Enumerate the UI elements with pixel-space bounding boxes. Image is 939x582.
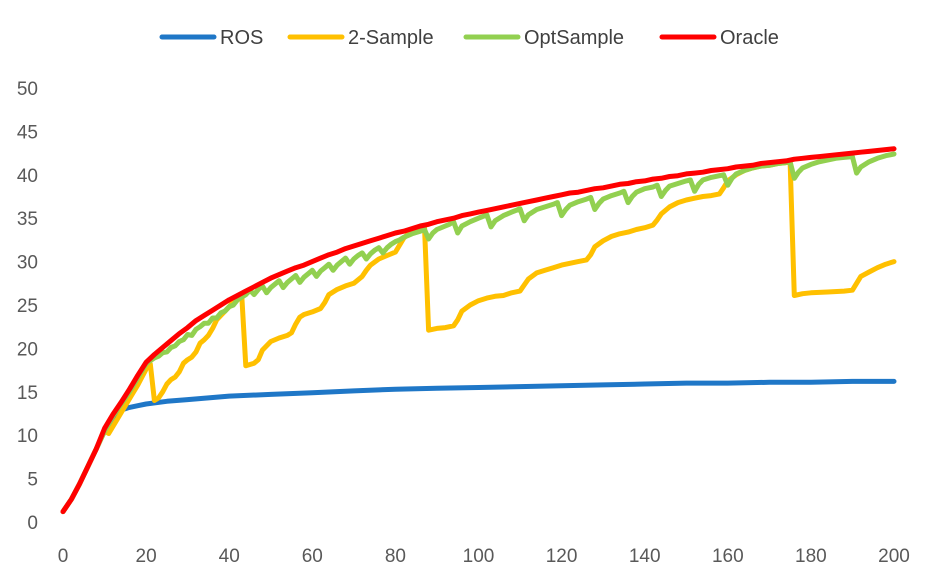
y-tick-label: 35 [17, 209, 38, 230]
x-tick-label: 140 [629, 546, 661, 567]
y-tick-label: 45 [17, 122, 38, 143]
y-tick-label: 50 [17, 79, 38, 100]
series-line-ros [60, 378, 897, 515]
series-line-oracle [60, 146, 897, 515]
series-lines [60, 146, 897, 515]
y-tick-label: 15 [17, 383, 38, 404]
y-axis-tick-labels: 0 5 10 15 20 25 30 35 40 45 50 [17, 79, 38, 534]
x-tick-label: 180 [795, 546, 827, 567]
chart-legend: ROS 2-Sample OptSample Oracle [159, 27, 779, 49]
y-tick-label: 40 [17, 166, 38, 187]
x-tick-label: 200 [878, 546, 910, 567]
y-tick-label: 30 [17, 253, 38, 274]
legend-label: OptSample [524, 27, 624, 49]
y-tick-label: 25 [17, 296, 38, 317]
legend-label: Oracle [720, 27, 779, 49]
y-tick-label: 0 [27, 513, 38, 534]
x-tick-label: 160 [712, 546, 744, 567]
y-tick-label: 5 [27, 470, 38, 491]
legend-label: ROS [220, 27, 263, 49]
y-tick-label: 20 [17, 339, 38, 360]
x-tick-label: 40 [219, 546, 240, 567]
x-tick-label: 100 [463, 546, 495, 567]
x-tick-label: 80 [385, 546, 406, 567]
x-tick-label: 0 [58, 546, 69, 567]
x-tick-label: 20 [136, 546, 157, 567]
legend-label: 2-Sample [348, 27, 434, 49]
series-line-optsample [60, 151, 897, 515]
x-axis-tick-labels: 0 20 40 60 80 100 120 140 160 180 200 [58, 546, 910, 567]
y-tick-label: 10 [17, 426, 38, 447]
x-tick-label: 120 [546, 546, 578, 567]
x-tick-label: 60 [302, 546, 323, 567]
